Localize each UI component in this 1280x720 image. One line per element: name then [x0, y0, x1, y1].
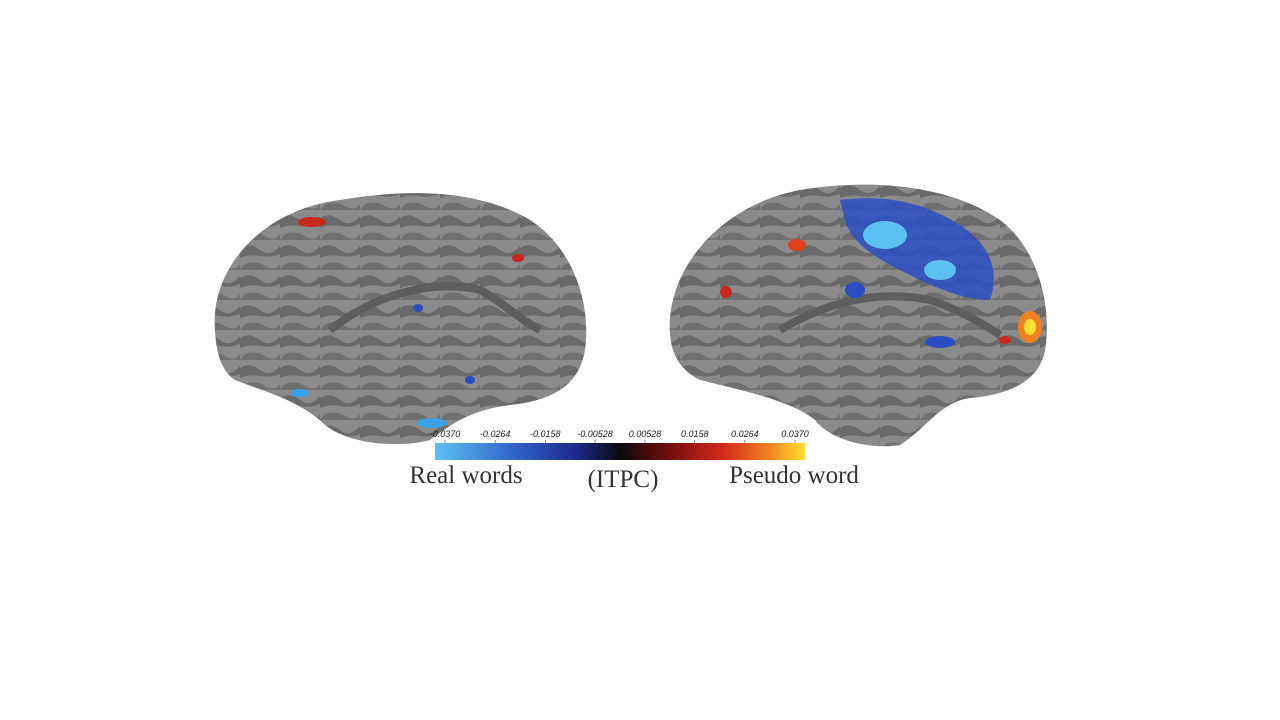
- right-label: Pseudo word: [729, 462, 859, 489]
- colorbar: [435, 443, 805, 460]
- tick-label: -0.0158: [530, 429, 561, 439]
- tick-label: 0.0264: [731, 429, 759, 439]
- tick-label: -0.0264: [480, 429, 511, 439]
- right-hemisphere: [669, 184, 1047, 447]
- tick-label: 0.0158: [681, 429, 709, 439]
- tick-label: -0.00528: [577, 429, 613, 439]
- unit-label: (ITPC): [588, 466, 659, 493]
- left-label: Real words: [409, 462, 522, 489]
- left-hemisphere: [214, 193, 587, 445]
- tick-label: -0.0370: [430, 429, 461, 439]
- tick-label: 0.00528: [629, 429, 662, 439]
- tick-label: 0.0370: [781, 429, 809, 439]
